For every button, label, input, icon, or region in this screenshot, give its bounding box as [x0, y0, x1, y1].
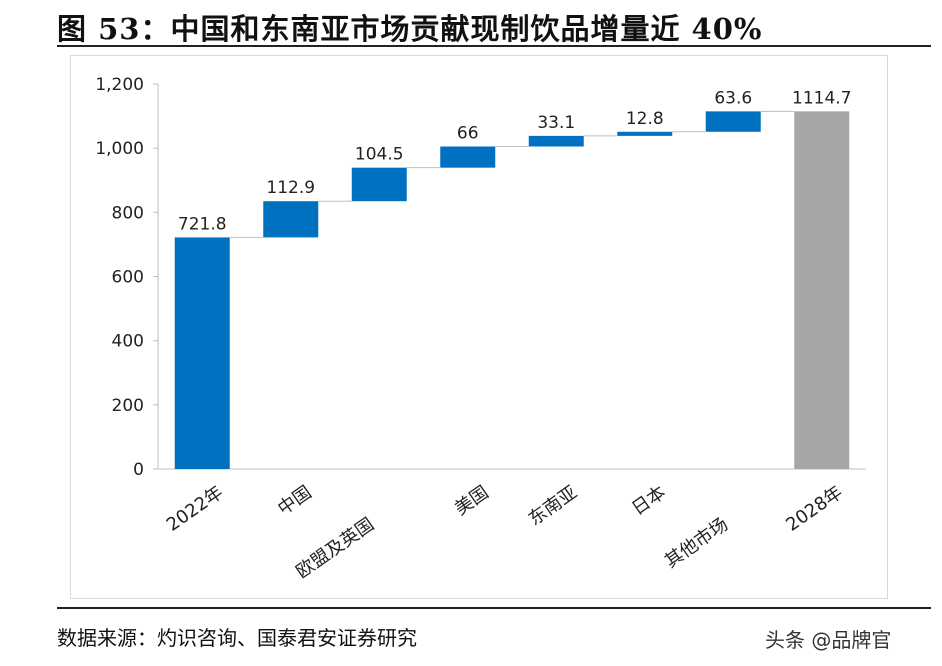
x-category-label: 2028年: [782, 482, 846, 536]
increment-bar: [440, 146, 496, 168]
increment-bar: [351, 167, 407, 202]
y-tick-label: 800: [112, 203, 144, 223]
x-category-label: 其他市场: [661, 514, 732, 572]
y-tick-label: 1,200: [95, 75, 144, 95]
source-note: 数据来源：灼识咨询、国泰君安证券研究: [57, 626, 417, 650]
x-category-label: 中国: [274, 482, 316, 520]
y-tick-label: 400: [112, 332, 144, 352]
data-label: 721.8: [178, 214, 227, 234]
watermark: 头条 @品牌官: [765, 628, 892, 652]
data-label: 104.5: [355, 145, 404, 165]
increment-bar: [263, 201, 319, 238]
source-rule: [57, 607, 931, 609]
data-label: 1114.7: [792, 88, 851, 108]
total-bar: [174, 237, 230, 469]
x-category-label: 日本: [628, 482, 670, 520]
data-label: 63.6: [714, 88, 752, 108]
figure-title: 图 53：中国和东南亚市场贡献现制饮品增量近 40%: [57, 12, 763, 46]
total-bar: [794, 111, 850, 470]
data-label: 12.8: [626, 109, 664, 129]
y-tick-label: 600: [112, 268, 144, 288]
title-rule: [57, 45, 931, 47]
data-label: 66: [457, 123, 479, 143]
data-label: 112.9: [266, 178, 315, 198]
increment-bar: [528, 135, 584, 147]
x-category-label: 欧盟及英国: [292, 514, 378, 583]
x-category-label: 美国: [451, 482, 493, 520]
y-tick-label: 1,000: [95, 139, 144, 159]
increment-bar: [705, 111, 761, 132]
y-tick-label: 0: [133, 460, 144, 480]
y-tick-label: 200: [112, 396, 144, 416]
increment-bar: [617, 131, 673, 136]
x-category-label: 2022年: [163, 482, 227, 536]
data-label: 33.1: [537, 113, 575, 133]
x-category-label: 东南亚: [525, 482, 581, 530]
